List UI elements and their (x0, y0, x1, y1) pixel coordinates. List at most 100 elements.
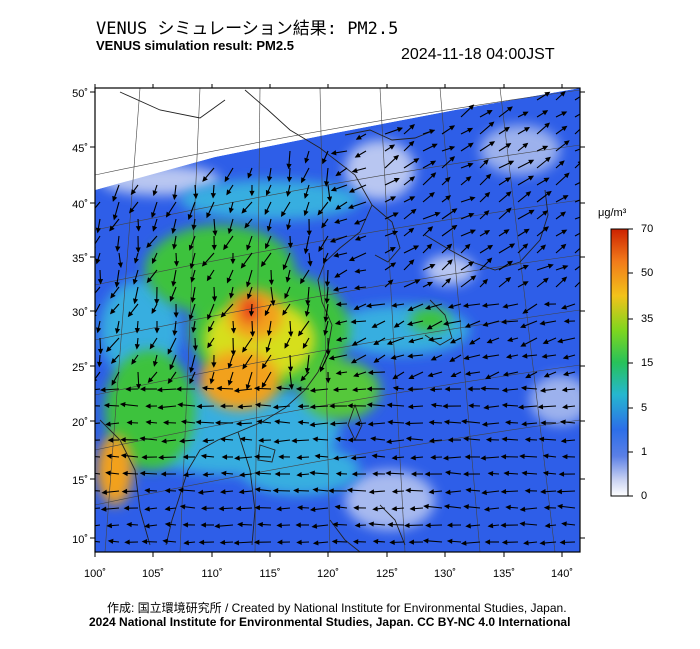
y-tick-label: 30˚ (72, 307, 88, 319)
wind-arrow-head (470, 275, 477, 281)
wind-arrow-head (583, 110, 587, 113)
wind-arrow-head (463, 471, 469, 477)
wind-arrow-head (522, 142, 529, 149)
wind-arrow-head (467, 142, 474, 148)
wind-arrow-head (390, 354, 397, 360)
wind-arrow-head (481, 421, 488, 427)
wind-arrow-head (464, 370, 471, 377)
wind-arrow-head (523, 540, 529, 546)
wind-arrow-head (161, 438, 167, 444)
wind-arrow-head (520, 323, 527, 329)
wind-arrow-head (348, 256, 355, 262)
x-tick-label: 125˚ (376, 568, 398, 580)
wind-arrow-head (469, 196, 476, 202)
wind-arrow-head (350, 455, 357, 461)
wind-arrow-head (355, 134, 362, 140)
wind-arrow-head (208, 326, 213, 333)
wind-arrow-head (211, 296, 218, 302)
wind-arrow-head (390, 196, 397, 202)
wind-arrow-head (447, 259, 453, 265)
wind-arrow-head (334, 272, 341, 278)
wind-arrow-head (229, 292, 235, 299)
wind-arrow-head (354, 420, 361, 427)
wind-arrow-head (302, 342, 308, 349)
wind-arrow-head (328, 355, 335, 361)
wind-arrow-head (109, 308, 116, 315)
wind-arrow-head (410, 208, 417, 215)
wind-arrow-head (239, 436, 246, 442)
wind-arrow-head (288, 384, 294, 390)
wind-arrow-head (443, 320, 449, 326)
wind-arrow-head (543, 505, 550, 511)
map-title-japanese: VENUS シミュレーション結果: PM2.5 (96, 19, 399, 39)
wind-arrow-head (372, 506, 378, 512)
wind-arrow-head (146, 277, 153, 284)
wind-arrow-head (233, 387, 240, 394)
wind-arrow-head (115, 246, 121, 252)
wind-arrow-head (145, 403, 151, 409)
wind-arrow-head (130, 189, 137, 196)
wind-arrow-head (332, 386, 339, 393)
concentration-field (89, 88, 587, 552)
wind-arrow-head (407, 404, 414, 410)
wind-arrow-head (132, 298, 139, 305)
colorbar-gradient (610, 228, 629, 497)
wind-arrow-head (484, 539, 491, 545)
wind-arrow-head (309, 470, 315, 476)
wind-arrow-head (236, 421, 242, 427)
wind-arrow-shaft (95, 371, 101, 380)
wind-arrow-head (334, 504, 341, 510)
wind-arrow-head (387, 419, 393, 425)
wind-arrow-head (509, 243, 516, 249)
wind-arrow-head (89, 439, 93, 443)
wind-arrow-head (525, 373, 532, 379)
wind-arrow-head (468, 261, 475, 267)
wind-arrow-head (486, 338, 493, 344)
wind-arrow-head (501, 319, 507, 325)
wind-arrow-head (297, 330, 304, 337)
wind-arrow-head (389, 144, 396, 150)
wind-arrow-head (329, 403, 335, 409)
wind-arrow-head (249, 190, 255, 197)
wind-arrow-head (265, 243, 270, 250)
x-tick-label: 120˚ (317, 568, 339, 580)
wind-arrow-head (354, 152, 361, 158)
wind-vectors (89, 91, 587, 546)
wind-arrow-head (152, 360, 158, 367)
wind-arrow-head (284, 293, 290, 300)
wind-arrow-head (326, 196, 333, 203)
wind-arrow-head (223, 244, 229, 251)
colorbar-label: 5 (641, 402, 648, 414)
wind-arrow-head (179, 504, 186, 510)
wind-arrow-head (303, 193, 309, 199)
y-tick-label: 15˚ (72, 475, 88, 487)
wind-arrow-head (296, 539, 302, 545)
wind-arrow-head (284, 342, 290, 349)
wind-arrow-head (481, 302, 488, 308)
wind-arrow-head (114, 328, 121, 335)
wind-arrow-head (347, 437, 353, 443)
wind-arrow-head (276, 506, 282, 512)
wind-arrow-head (305, 300, 311, 306)
wind-arrow-head (296, 472, 302, 478)
wind-arrow-head (391, 506, 398, 512)
wind-arrow-head (240, 262, 247, 269)
wind-arrow-head (272, 488, 279, 494)
wind-arrow-shaft (95, 388, 101, 391)
wind-arrow-head (522, 281, 529, 287)
wind-arrow-head (460, 540, 467, 546)
wind-arrow-head (409, 196, 416, 202)
wind-arrow-head (287, 366, 294, 373)
wind-arrow-head (391, 302, 397, 308)
wind-arrow-head (348, 187, 355, 193)
wind-arrow-head (430, 172, 437, 179)
wind-arrow-head (106, 522, 113, 529)
wind-arrow-head (335, 301, 342, 307)
wind-arrow-head (451, 208, 458, 214)
wind-arrow-head (265, 346, 271, 353)
wind-arrow-head (147, 377, 154, 384)
wind-arrow-head (425, 522, 431, 528)
wind-arrow-shaft (95, 456, 101, 458)
wind-arrow-head (371, 453, 378, 459)
